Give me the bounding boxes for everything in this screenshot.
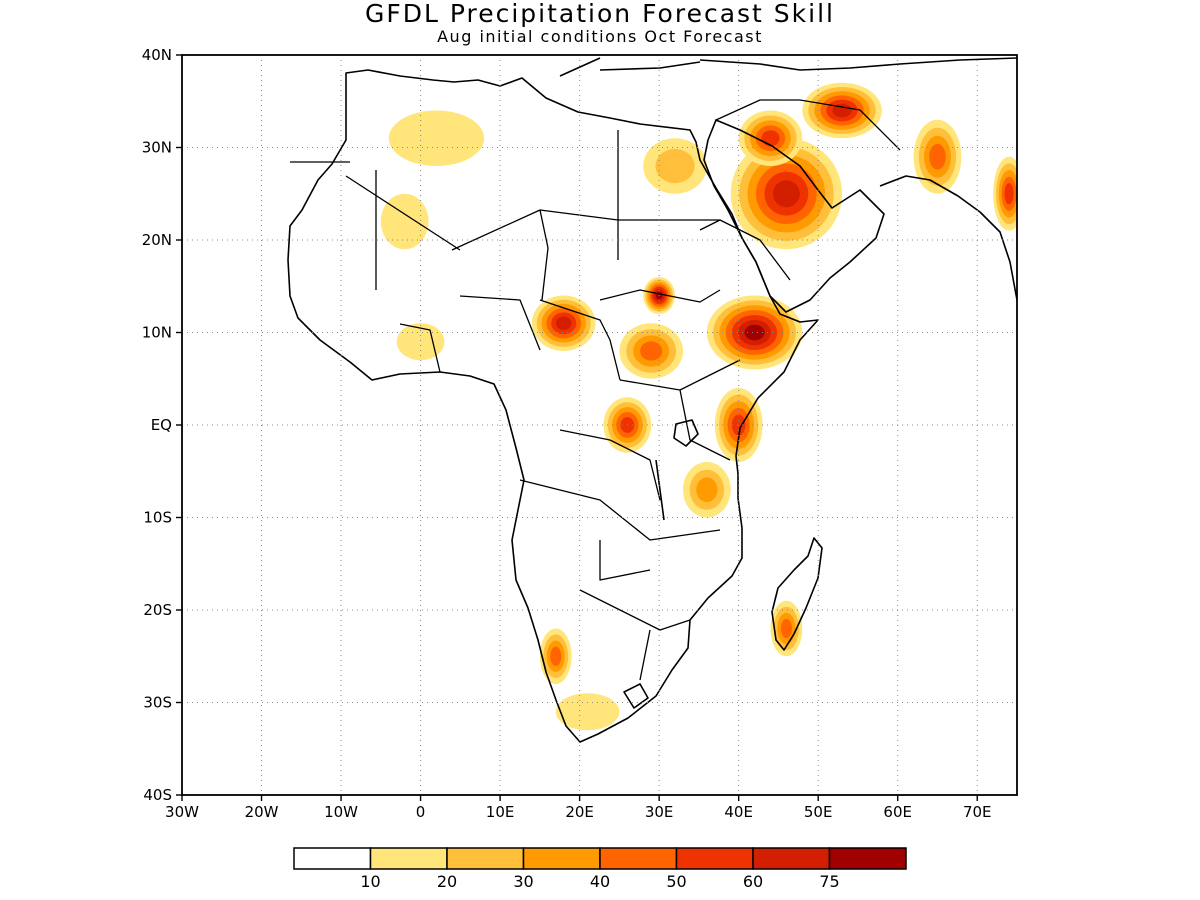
skill-shading [380, 82, 1017, 731]
colorbar: 10 20 30 40 50 60 75 [293, 847, 907, 891]
lat-tick-label: 20S [143, 601, 172, 619]
skill-region [531, 295, 596, 351]
lat-tick-label: 30S [143, 694, 172, 712]
skill-region [619, 323, 683, 379]
lon-tick-label: 0 [416, 803, 426, 821]
skill-contour [772, 180, 800, 208]
lat-tick-label: 10S [143, 509, 172, 527]
skill-region [706, 295, 803, 370]
colorbar-label: 75 [819, 872, 839, 891]
skill-contour [761, 130, 780, 147]
map-subtitle: Aug initial conditions Oct Forecast [437, 27, 763, 46]
skill-contour [388, 110, 485, 166]
colorbar-label: 10 [360, 872, 380, 891]
mediterranean-coast [559, 57, 701, 77]
skill-region [388, 110, 485, 166]
lake-tanganyika [655, 459, 665, 521]
colorbar-swatch [293, 847, 372, 870]
lat-tick-label: 30N [142, 139, 172, 157]
lat-tick-label: 40N [142, 46, 172, 64]
skill-region [738, 110, 803, 166]
lat-tick-label: EQ [151, 416, 172, 434]
skill-contour [744, 324, 765, 341]
skill-region [913, 119, 962, 194]
colorbar-swatch [752, 847, 831, 870]
lesotho-border [623, 683, 649, 709]
colorbar-swatch [522, 847, 601, 870]
skill-contour [396, 323, 445, 361]
skill-contour [780, 618, 792, 639]
skill-contour [1004, 183, 1014, 205]
skill-contour [556, 316, 572, 330]
skill-contour [555, 693, 620, 731]
skill-region [730, 138, 843, 250]
skill-region [380, 193, 429, 250]
lon-tick-label: 20W [245, 803, 279, 821]
colorbar-swatch [599, 847, 678, 870]
skill-contour [655, 148, 695, 184]
skill-region [539, 628, 572, 684]
colorbar-swatch [446, 847, 525, 870]
lon-tick-label: 20E [565, 803, 594, 821]
colorbar-label: 60 [743, 872, 763, 891]
lake-victoria [673, 419, 699, 447]
lat-tick-label: 40S [143, 786, 172, 804]
lon-tick-label: 60E [883, 803, 912, 821]
coastlines-and-borders [287, 57, 1017, 743]
skill-region [643, 138, 707, 194]
colorbar-swatch [828, 847, 907, 870]
lon-tick-label: 30W [165, 803, 199, 821]
arabia-coastline [703, 119, 885, 313]
country-borders [290, 99, 901, 681]
lon-tick-label: 40E [724, 803, 753, 821]
colorbar-swatch [369, 847, 448, 870]
skill-region [555, 693, 620, 731]
skill-region [802, 82, 882, 139]
colorbar-label: 20 [437, 872, 457, 891]
colorbar-label: 50 [666, 872, 686, 891]
asia-coastline [699, 57, 1017, 301]
colorbar-label: 30 [513, 872, 533, 891]
skill-contour [640, 341, 663, 361]
skill-contour [696, 477, 718, 503]
colorbar-swatch [675, 847, 754, 870]
skill-contour [832, 103, 852, 118]
skill-contour [929, 143, 946, 170]
skill-contour [380, 193, 429, 250]
lon-tick-label: 10W [324, 803, 358, 821]
lat-tick-label: 10N [142, 324, 172, 342]
lon-tick-label: 10E [486, 803, 515, 821]
lat-tick-label: 20N [142, 231, 172, 249]
skill-region [993, 156, 1017, 231]
madagascar-coastline [771, 537, 823, 651]
skill-region [396, 323, 445, 361]
map-title: GFDL Precipitation Forecast Skill [364, 0, 835, 28]
skill-region [683, 462, 731, 518]
skill-region [770, 600, 803, 657]
colorbar-label: 40 [590, 872, 610, 891]
lon-tick-label: 30E [645, 803, 674, 821]
lon-tick-label: 50E [804, 803, 833, 821]
lon-tick-label: 70E [963, 803, 992, 821]
skill-contour [550, 646, 562, 666]
lat-lon-grid [182, 55, 1017, 795]
